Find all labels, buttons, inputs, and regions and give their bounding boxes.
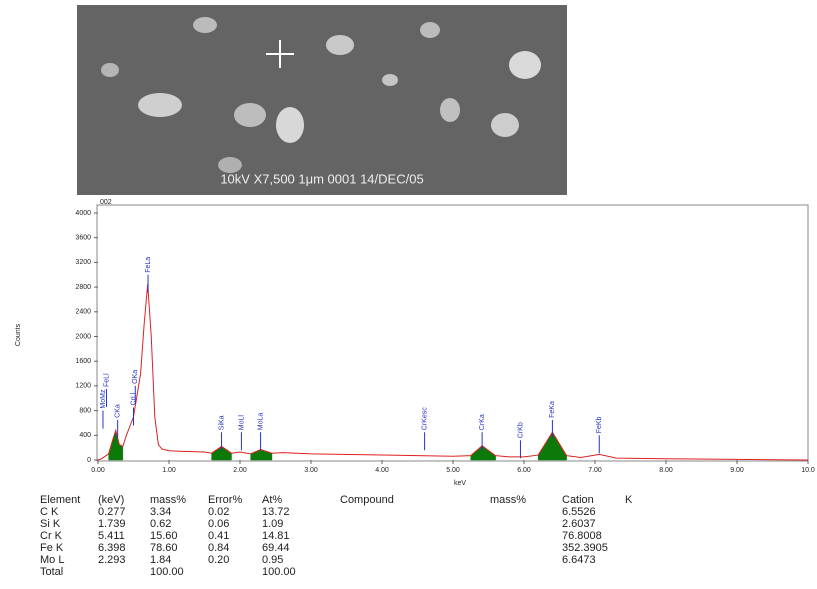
corner-label: 002 bbox=[100, 199, 112, 206]
x-tick-label: 4.00 bbox=[375, 467, 389, 474]
table-cell: 5.411 bbox=[98, 530, 125, 542]
table-cell: 0.95 bbox=[262, 554, 283, 566]
peak-label: FeLl bbox=[103, 373, 110, 387]
x-tick-label: 7.00 bbox=[588, 467, 602, 474]
table-cell: 0.06 bbox=[208, 518, 229, 530]
x-tick-label: 8.00 bbox=[659, 467, 673, 474]
table-header: Element bbox=[40, 494, 80, 506]
table-cell: 6.398 bbox=[98, 542, 126, 554]
table-cell: 1.09 bbox=[262, 518, 283, 530]
peak-label: FeKb bbox=[596, 416, 603, 433]
table-cell: 1.84 bbox=[150, 554, 171, 566]
table-cell: 6.6473 bbox=[562, 554, 596, 566]
table-header: Cation bbox=[562, 494, 594, 506]
y-tick-label: 400 bbox=[79, 432, 91, 439]
spectrum: 0 400 800 1200 1600 2000 2400 2800 3200 3600 4000 0… bbox=[75, 210, 814, 474]
y-tick-label: 3200 bbox=[75, 259, 91, 266]
table-header: K bbox=[625, 494, 633, 506]
table-cell: 69.44 bbox=[262, 542, 290, 554]
y-tick-label: 1600 bbox=[75, 358, 91, 365]
y-tick-label: 4000 bbox=[75, 210, 91, 217]
table-cell: Cr K bbox=[40, 530, 63, 542]
x-tick-label: 10.0 bbox=[801, 467, 815, 474]
results-table: Element (keV) mass% Error% At% Compound mass% C… bbox=[40, 494, 633, 578]
table-cell: 352.3905 bbox=[562, 542, 608, 554]
total-label: Total bbox=[40, 566, 63, 578]
table-cell: 0.62 bbox=[150, 518, 171, 530]
y-tick-label: 1200 bbox=[75, 383, 91, 390]
x-tick-label: 6.00 bbox=[517, 467, 531, 474]
x-axis-label: keV bbox=[454, 480, 466, 487]
table-cell: 2.293 bbox=[98, 554, 126, 566]
peak-label: FeLa bbox=[145, 257, 152, 273]
table-cell: 3.34 bbox=[150, 506, 171, 518]
peak-label: CrKesc bbox=[421, 407, 428, 430]
peak-label: CrKb bbox=[517, 422, 524, 438]
table-header: At% bbox=[262, 494, 282, 506]
y-tick-label: 2800 bbox=[75, 284, 91, 291]
y-tick-label: 800 bbox=[79, 407, 91, 414]
y-tick-label: 0 bbox=[87, 457, 91, 464]
peak-label: MoMz bbox=[100, 389, 107, 409]
y-axis-label: Counts bbox=[15, 323, 22, 346]
total-mass: 100.00 bbox=[150, 566, 184, 578]
table-cell: 14.81 bbox=[262, 530, 290, 542]
x-tick-label: 3.00 bbox=[304, 467, 318, 474]
image-caption: 10kV X7,500 1μm 0001 14/DEC/05 bbox=[220, 171, 423, 186]
y-tick-label: 2400 bbox=[75, 309, 91, 316]
y-tick-label: 2000 bbox=[75, 333, 91, 340]
x-tick-label: 1.00 bbox=[162, 467, 176, 474]
table-cell: 0.20 bbox=[208, 554, 229, 566]
peak-label: CKa bbox=[115, 404, 122, 418]
x-tick-label: 2.00 bbox=[233, 467, 247, 474]
table-cell: 15.60 bbox=[150, 530, 178, 542]
table-cell: 0.02 bbox=[208, 506, 229, 518]
table-cell: 78.60 bbox=[150, 542, 178, 554]
x-tick-label: 0.00 bbox=[91, 467, 105, 474]
total-at: 100.00 bbox=[262, 566, 296, 578]
table-cell: 0.41 bbox=[208, 530, 229, 542]
table-cell: Si K bbox=[40, 518, 61, 530]
peak-label: SiKa bbox=[218, 415, 225, 430]
table-header: mass% bbox=[150, 494, 186, 506]
table-cell: 76.8008 bbox=[562, 530, 602, 542]
table-header: (keV) bbox=[98, 494, 124, 506]
table-header: Compound bbox=[340, 494, 394, 506]
x-tick-label: 9.00 bbox=[730, 467, 744, 474]
table-cell: 13.72 bbox=[262, 506, 290, 518]
table-cell: 2.6037 bbox=[562, 518, 596, 530]
peak-label: CrLl bbox=[130, 392, 137, 405]
table-header: mass% bbox=[490, 494, 526, 506]
peak-label: MoLl bbox=[238, 415, 245, 431]
table-cell: 0.277 bbox=[98, 506, 126, 518]
table-cell: 6.5526 bbox=[562, 506, 596, 518]
sem-image: 10kV X7,500 1μm 0001 14/DEC/05 bbox=[77, 5, 567, 195]
peak-label: FeKa bbox=[549, 401, 556, 418]
y-tick-label: 3600 bbox=[75, 235, 91, 242]
table-cell: C K bbox=[40, 506, 59, 518]
table-cell: 1.739 bbox=[98, 518, 126, 530]
spectrum-line bbox=[97, 283, 809, 461]
peak-label: MoLa bbox=[257, 413, 264, 431]
peak-label: OKa bbox=[132, 370, 139, 384]
table-cell: Fe K bbox=[40, 542, 64, 554]
table-cell: Mo L bbox=[40, 554, 64, 566]
plot-frame bbox=[96, 204, 809, 462]
table-cell: 0.84 bbox=[208, 542, 229, 554]
table-header: Error% bbox=[208, 494, 242, 506]
peak-label: CrKa bbox=[479, 414, 486, 430]
x-tick-label: 5.00 bbox=[446, 467, 460, 474]
